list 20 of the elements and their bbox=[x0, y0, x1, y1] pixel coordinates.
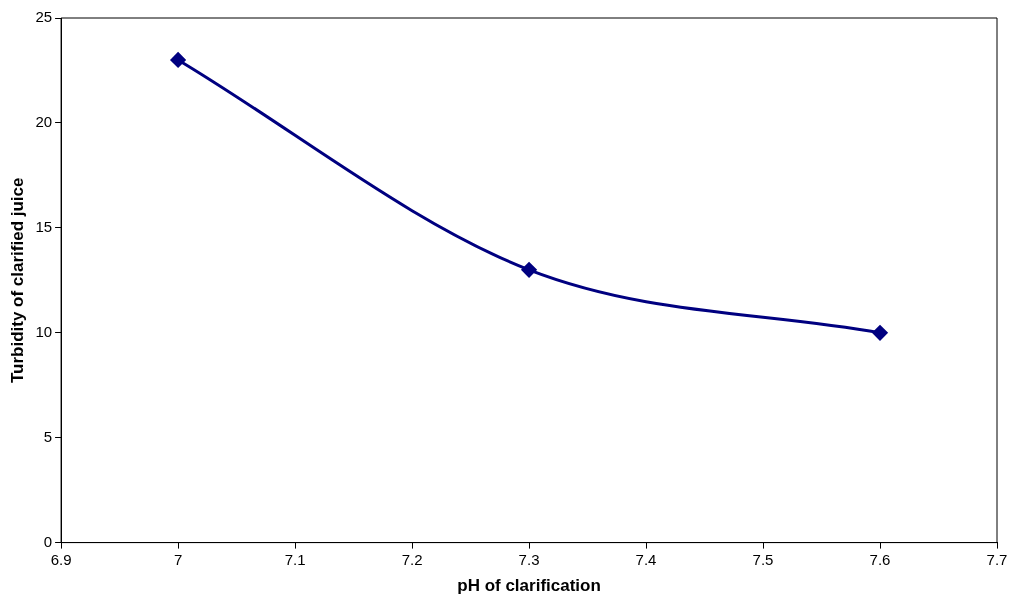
y-tick-label: 25 bbox=[35, 8, 53, 26]
y-tick-label: 10 bbox=[35, 322, 53, 340]
x-tick-label: 7.1 bbox=[284, 550, 306, 568]
x-tick-label: 7.6 bbox=[869, 550, 891, 568]
x-tick-label: 7 bbox=[173, 550, 183, 568]
x-tick-label: 7.5 bbox=[752, 550, 774, 568]
point bbox=[521, 262, 537, 278]
x-tick-label: 7.3 bbox=[518, 550, 540, 568]
y-tick-label: 15 bbox=[35, 217, 53, 235]
y-tick-label: 5 bbox=[43, 427, 53, 445]
point bbox=[872, 325, 888, 341]
x-tick-label: 6.9 bbox=[50, 550, 72, 568]
y-tick-label: 0 bbox=[43, 532, 53, 550]
x-tick-label: 7.7 bbox=[986, 550, 1008, 568]
point bbox=[170, 52, 186, 68]
x-tick-label: 7.2 bbox=[401, 550, 423, 568]
y-axis-title: Turbidity of clarified juice bbox=[7, 177, 27, 384]
y-tick-label: 20 bbox=[35, 113, 53, 131]
x-axis-title: pH of clarification bbox=[457, 576, 601, 596]
x-tick-label: 7.4 bbox=[635, 550, 657, 568]
